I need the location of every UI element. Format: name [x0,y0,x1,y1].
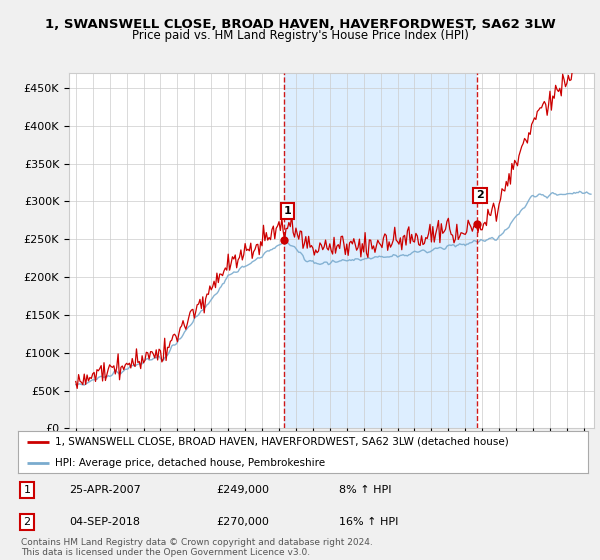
Text: 8% ↑ HPI: 8% ↑ HPI [339,485,391,495]
Text: £270,000: £270,000 [216,517,269,527]
Text: 1, SWANSWELL CLOSE, BROAD HAVEN, HAVERFORDWEST, SA62 3LW: 1, SWANSWELL CLOSE, BROAD HAVEN, HAVERFO… [44,17,556,31]
Text: 1, SWANSWELL CLOSE, BROAD HAVEN, HAVERFORDWEST, SA62 3LW (detached house): 1, SWANSWELL CLOSE, BROAD HAVEN, HAVERFO… [55,437,509,447]
Bar [284,73,476,428]
Text: HPI: Average price, detached house, Pembrokeshire: HPI: Average price, detached house, Pemb… [55,458,325,468]
Text: Price paid vs. HM Land Registry's House Price Index (HPI): Price paid vs. HM Land Registry's House … [131,29,469,42]
Text: 2: 2 [23,517,31,527]
Text: 04-SEP-2018: 04-SEP-2018 [69,517,140,527]
Text: £249,000: £249,000 [216,485,269,495]
Text: 1: 1 [284,206,292,216]
Text: 2: 2 [476,190,484,200]
Text: Contains HM Land Registry data © Crown copyright and database right 2024.
This d: Contains HM Land Registry data © Crown c… [21,538,373,557]
Text: 1: 1 [23,485,31,495]
Text: 25-APR-2007: 25-APR-2007 [69,485,141,495]
Text: 16% ↑ HPI: 16% ↑ HPI [339,517,398,527]
